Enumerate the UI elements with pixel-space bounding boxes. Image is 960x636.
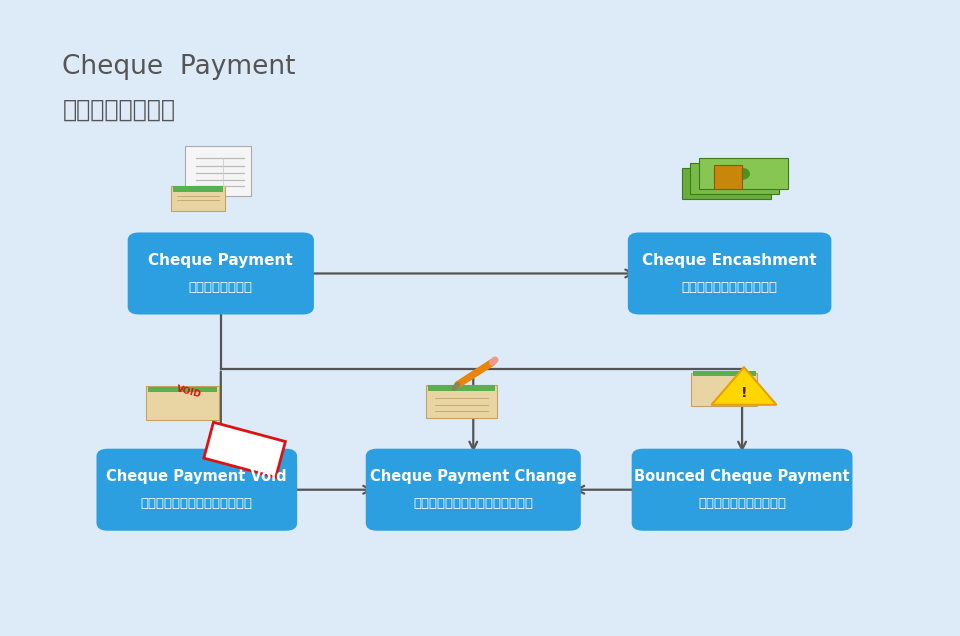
FancyBboxPatch shape (173, 186, 224, 192)
FancyBboxPatch shape (366, 449, 581, 530)
Polygon shape (711, 367, 777, 404)
Text: ยกเลิกเช็คจ่าย: ยกเลิกเช็คจ่าย (141, 497, 252, 510)
Text: Cheque Payment Void: Cheque Payment Void (107, 469, 287, 485)
Text: เช็คจ่ายผ่าน: เช็คจ่ายผ่าน (682, 281, 778, 294)
Text: Cheque  Payment: Cheque Payment (62, 54, 296, 80)
FancyBboxPatch shape (128, 233, 314, 314)
FancyBboxPatch shape (148, 387, 217, 392)
FancyBboxPatch shape (171, 186, 226, 211)
Text: VOID: VOID (176, 385, 203, 400)
Text: เช็คจ่าย: เช็คจ่าย (189, 281, 252, 294)
FancyBboxPatch shape (690, 163, 780, 195)
FancyBboxPatch shape (693, 371, 756, 377)
FancyBboxPatch shape (691, 373, 757, 406)
Text: เช็คจ่าย: เช็คจ่าย (62, 97, 176, 121)
Text: !: ! (741, 386, 747, 400)
FancyBboxPatch shape (204, 422, 285, 478)
Text: Cheque Payment Change: Cheque Payment Change (370, 469, 577, 485)
FancyBboxPatch shape (428, 385, 494, 391)
FancyBboxPatch shape (682, 168, 771, 199)
Ellipse shape (733, 168, 750, 180)
FancyBboxPatch shape (426, 385, 496, 418)
Text: Cheque Payment: Cheque Payment (149, 253, 293, 268)
Ellipse shape (726, 172, 742, 185)
Text: Bounced Cheque Payment: Bounced Cheque Payment (635, 469, 850, 485)
Text: เช็คจ่ายคืน: เช็คจ่ายคืน (698, 497, 786, 510)
FancyBboxPatch shape (714, 165, 741, 189)
FancyBboxPatch shape (184, 146, 251, 196)
Ellipse shape (717, 177, 733, 190)
FancyBboxPatch shape (146, 387, 219, 420)
FancyBboxPatch shape (628, 233, 831, 314)
Text: เปลี่ยนเช็คจ่าย: เปลี่ยนเช็คจ่าย (413, 497, 534, 510)
FancyBboxPatch shape (699, 158, 787, 190)
FancyBboxPatch shape (632, 449, 852, 530)
FancyBboxPatch shape (96, 449, 298, 530)
Text: Cheque Encashment: Cheque Encashment (642, 253, 817, 268)
